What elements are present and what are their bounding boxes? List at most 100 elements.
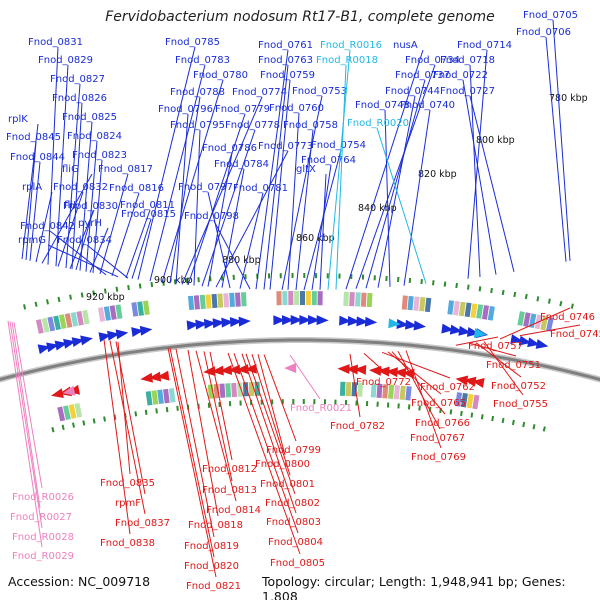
reverse-gene-label: Fnod_0751: [486, 360, 541, 371]
forward-cog-block: [453, 300, 460, 316]
reverse-cog-block: [460, 392, 468, 408]
forward-leader-line: [55, 64, 69, 267]
forward-leader-line: [376, 127, 427, 284]
reverse-cog-block: [157, 389, 164, 405]
forward-gene-label: Fnod_0744: [385, 86, 440, 97]
reverse-leader-line: [405, 350, 442, 449]
reverse-gene-arrow: [211, 365, 224, 376]
forward-gene-arrow: [115, 329, 129, 340]
forward-gene-arrow: [356, 316, 369, 327]
green-tick: [443, 281, 447, 287]
forward-gene-label: Fnod_0781: [233, 183, 288, 194]
forward-leader-line: [287, 112, 300, 290]
forward-cog-block: [419, 296, 426, 312]
forward-cog-block: [470, 303, 478, 318]
forward-leader-line: [29, 161, 41, 261]
forward-cog-block: [407, 295, 414, 311]
forward-cog-block: [360, 292, 367, 307]
forward-gene-label: Fnod_0830: [63, 201, 118, 212]
reverse-cog-block: [405, 386, 412, 401]
forward-gene-label: Fnod_0811: [120, 200, 175, 211]
forward-gene-label: Fnod_0737: [395, 70, 450, 81]
green-tick: [51, 426, 55, 433]
green-tick: [155, 408, 158, 414]
forward-gene-arrow: [396, 318, 409, 329]
accession-label: Accession: NC_009718: [8, 574, 151, 589]
reverse-leader-line: [109, 340, 146, 515]
reverse-cog-block: [388, 384, 395, 399]
reverse-cog-block: [393, 385, 401, 400]
forward-leader-line: [35, 191, 53, 263]
forward-leader-line: [92, 159, 103, 273]
reverse-leader-line: [13, 322, 43, 489]
reverse-leader-line: [233, 353, 299, 534]
reverse-gene-arrow: [345, 364, 358, 375]
reverse-gene-label: Fnod_0820: [184, 561, 239, 572]
reverse-gene-label: Fnod_0782: [330, 421, 385, 432]
reverse-gene-arrow: [148, 371, 162, 382]
reverse-leader-line: [169, 348, 215, 558]
green-tick: [470, 412, 474, 418]
forward-cog-block: [424, 297, 432, 313]
green-tick: [103, 416, 106, 422]
reverse-cog-block: [231, 382, 238, 398]
forward-cog-block: [35, 319, 44, 334]
forward-gene-label: Fnod_0829: [38, 55, 93, 66]
reverse-gene-arrow: [455, 375, 469, 386]
forward-cog-block: [217, 293, 224, 308]
forward-gene-label: Fnod_0740: [400, 100, 455, 111]
green-tick: [69, 294, 72, 300]
forward-leader-line: [207, 191, 231, 289]
forward-gene-arrow: [449, 324, 463, 335]
reverse-gene-label: Fnod_0799: [266, 445, 321, 456]
forward-gene-label: Fnod_R0020: [347, 118, 409, 129]
forward-cog-block: [143, 300, 150, 316]
forward-gene-label: Fnod_0718: [440, 55, 495, 66]
reverse-cog-block: [345, 381, 352, 397]
reverse-cog-block: [382, 384, 389, 399]
forward-leader-line: [207, 152, 233, 287]
forward-cog-block: [413, 296, 420, 311]
forward-gene-arrow: [405, 319, 418, 330]
forward-leader-line: [213, 220, 251, 290]
forward-gene-label: Fnod_0783: [175, 55, 230, 66]
forward-cog-block: [343, 291, 349, 306]
forward-gene-label: Fnod_0763: [258, 55, 313, 66]
forward-leader-line: [552, 19, 571, 261]
reverse-gene-arrow: [203, 366, 216, 377]
green-tick: [460, 410, 463, 417]
forward-leader-line: [311, 164, 332, 290]
green-tick: [559, 300, 563, 307]
forward-leader-line: [137, 46, 196, 280]
forward-leader-line: [169, 96, 201, 284]
reverse-gene-label: Fnod_0813: [202, 485, 257, 496]
green-tick: [72, 422, 75, 428]
forward-leader-line: [111, 192, 140, 277]
forward-rna-arrow: [388, 318, 401, 329]
kbp-tick-label: 880 kbp: [222, 255, 261, 266]
forward-gene-label: Fnod_0773: [258, 141, 313, 152]
forward-leader-line: [355, 64, 436, 289]
reverse-leader-line: [187, 349, 219, 517]
genome-backbone: [0, 338, 600, 382]
reverse-cog-block: [376, 383, 383, 398]
forward-gene-arrow: [195, 319, 208, 330]
forward-cog-block: [294, 290, 300, 306]
forward-gene-label: rplA: [22, 182, 42, 193]
forward-leader-line: [403, 109, 431, 286]
gene-tracks: [0, 290, 600, 422]
reverse-gene-arrow: [354, 364, 367, 375]
reverse-gene-arrow: [156, 370, 170, 381]
reverse-gene-label: Fnod_0752: [491, 381, 546, 392]
reverse-cog-block: [466, 393, 474, 409]
reverse-rna-arrow: [62, 385, 76, 396]
reverse-leader-line: [175, 348, 215, 538]
reverse-cog-block: [248, 381, 255, 397]
green-tick: [138, 283, 142, 289]
forward-leader-line: [545, 36, 567, 262]
green-tick: [80, 292, 84, 298]
forward-cog-block: [223, 293, 230, 308]
green-tick: [103, 288, 107, 294]
reverse-gene-label: Fnod_0801: [260, 479, 315, 490]
forward-cog-block: [355, 292, 361, 307]
